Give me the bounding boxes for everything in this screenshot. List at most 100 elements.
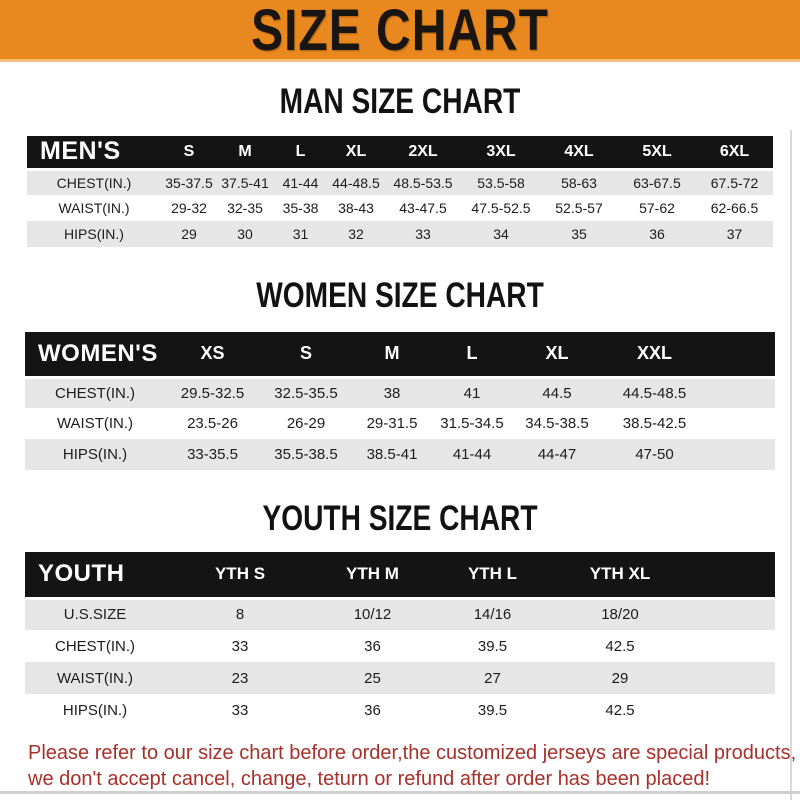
table-title-cell: WOMEN'S	[25, 332, 165, 377]
row-spacer	[707, 375, 775, 408]
value-cell: 29	[161, 221, 217, 247]
youth-size-table: YOUTH YTH S YTH M YTH L YTH XL U.S.SIZE 8 10/12…	[25, 552, 775, 726]
value-cell: 47-50	[602, 439, 707, 470]
value-cell: 8	[165, 596, 315, 630]
table-header-row: MEN'S S M L XL 2XL 3XL 4XL 5XL 6XL	[27, 136, 773, 169]
value-cell: 39.5	[477, 701, 508, 719]
section-women: WOMEN SIZE CHART WOMEN'S XS S M L XL XXL CHEST(…	[0, 276, 800, 470]
value-cell: 29-31.5	[366, 415, 418, 432]
value-cell: 23	[165, 662, 315, 694]
table-row: HIPS(IN.) 33 36 39.5 42.5	[25, 694, 775, 726]
table-row: CHEST(IN.) 29.5-32.5 32.5-35.5 38 41 44.5 44.5…	[25, 375, 775, 408]
row-label-cell: U.S.SIZE	[25, 596, 165, 630]
table-row: U.S.SIZE 8 10/12 14/16 18/20	[25, 596, 775, 630]
value-cell: 39.5	[477, 637, 508, 655]
column-header: YTH L	[430, 552, 555, 598]
value-cell: 33	[231, 637, 249, 655]
table-header-row: YOUTH YTH S YTH M YTH L YTH XL	[25, 552, 775, 598]
value-cell: 27	[430, 662, 555, 694]
value-cell: 44-47	[512, 439, 602, 470]
column-header: XS	[165, 332, 260, 377]
table-row: HIPS(IN.) 29 30 31 32 33 34 35 36 37	[27, 221, 773, 247]
value-cell: 63-67.5	[618, 167, 696, 195]
row-label-cell: WAIST(IN.)	[25, 662, 165, 694]
value-cell: 58-63	[540, 167, 618, 195]
women-size-table: WOMEN'S XS S M L XL XXL CHEST(IN.) 29.5-32.5 32.5…	[25, 332, 775, 470]
value-cell: 43-47.5	[399, 200, 447, 216]
row-spacer	[707, 439, 775, 470]
value-cell: 33-35.5	[165, 439, 260, 470]
row-label-cell: WAIST(IN.)	[58, 200, 130, 216]
value-cell: 44.5-48.5	[602, 375, 707, 408]
column-header: L	[432, 332, 512, 377]
value-cell: 30	[217, 221, 273, 247]
page-title: SIZE CHART	[251, 0, 549, 63]
table-row: CHEST(IN.) 35-37.5 37.5-41 41-44 44-48.5 48.5…	[27, 167, 773, 195]
row-spacer	[685, 662, 775, 694]
column-header: YTH S	[165, 552, 315, 598]
value-cell: 47.5-52.5	[471, 200, 531, 216]
value-cell: 25	[315, 662, 430, 694]
value-cell: 44-48.5	[328, 167, 384, 195]
section-men: MAN SIZE CHART MEN'S S M L XL 2XL 3XL 4XL 5XL 6XL…	[0, 82, 800, 247]
table-row: WAIST(IN.) 23.5-26 26-29 29-31.5 31.5-34.5 34…	[25, 408, 775, 439]
column-header: XXL	[602, 332, 707, 377]
value-cell: 42.5	[605, 637, 635, 655]
row-spacer	[685, 694, 775, 726]
column-header: M	[217, 136, 273, 169]
value-cell: 52.5-57	[555, 200, 603, 216]
value-cell: 36	[364, 637, 381, 655]
value-cell: 38-43	[338, 200, 374, 216]
header-spacer	[707, 332, 775, 377]
banner: SIZE CHART	[0, 0, 800, 63]
value-cell: 31.5-34.5	[440, 415, 504, 432]
value-cell: 67.5-72	[696, 167, 773, 195]
value-cell: 29-32	[171, 200, 207, 216]
row-spacer	[685, 596, 775, 630]
value-cell: 38.5-42.5	[622, 415, 687, 432]
value-cell: 29.5-32.5	[165, 375, 260, 408]
row-spacer	[685, 630, 775, 662]
row-label-cell: CHEST(IN.)	[27, 167, 161, 195]
row-label-cell: HIPS(IN.)	[25, 439, 165, 470]
table-row: HIPS(IN.) 33-35.5 35.5-38.5 38.5-41 41-44 44-…	[25, 439, 775, 470]
value-cell: 35	[540, 221, 618, 247]
value-cell: 36	[364, 701, 381, 719]
column-header: YTH M	[315, 552, 430, 598]
value-cell: 36	[618, 221, 696, 247]
column-header: 5XL	[618, 136, 696, 169]
row-spacer	[707, 408, 775, 439]
row-label-cell: CHEST(IN.)	[55, 637, 135, 655]
value-cell: 32-35	[227, 200, 263, 216]
section-youth: YOUTH SIZE CHART YOUTH YTH S YTH M YTH L YTH…	[0, 499, 800, 726]
column-header: 2XL	[384, 136, 462, 169]
disclaimer-line-2: we don't accept cancel, change, teturn o…	[28, 768, 711, 790]
heading-man-size-chart: MAN SIZE CHART	[279, 82, 521, 122]
heading-youth-size-chart: YOUTH SIZE CHART	[262, 499, 538, 539]
disclaimer-line-1: Please refer to our size chart before or…	[28, 742, 797, 764]
value-cell: 62-66.5	[710, 200, 759, 216]
heading-women-size-chart: WOMEN SIZE CHART	[256, 276, 544, 316]
value-cell: 34	[462, 221, 540, 247]
value-cell: 38.5-41	[352, 439, 432, 470]
row-label-cell: CHEST(IN.)	[25, 375, 165, 408]
disclaimer: Please refer to our size chart before or…	[0, 740, 800, 792]
value-cell: 33	[231, 701, 249, 719]
value-cell: 57-62	[639, 200, 675, 216]
table-header-row: WOMEN'S XS S M L XL XXL	[25, 332, 775, 377]
column-header: S	[260, 332, 352, 377]
value-cell: 35.5-38.5	[260, 439, 352, 470]
value-cell: 35-37.5	[161, 167, 217, 195]
table-title-cell: YOUTH	[25, 552, 165, 598]
row-label-cell: HIPS(IN.)	[27, 221, 161, 247]
value-cell: 32	[328, 221, 384, 247]
value-cell: 41-44	[432, 439, 512, 470]
table-row: CHEST(IN.) 33 36 39.5 42.5	[25, 630, 775, 662]
table-title-cell: MEN'S	[27, 136, 161, 169]
header-spacer	[685, 552, 775, 598]
row-label-cell: HIPS(IN.)	[62, 701, 128, 719]
value-cell: 23.5-26	[187, 415, 238, 432]
value-cell: 34.5-38.5	[525, 415, 589, 432]
value-cell: 41-44	[273, 167, 328, 195]
